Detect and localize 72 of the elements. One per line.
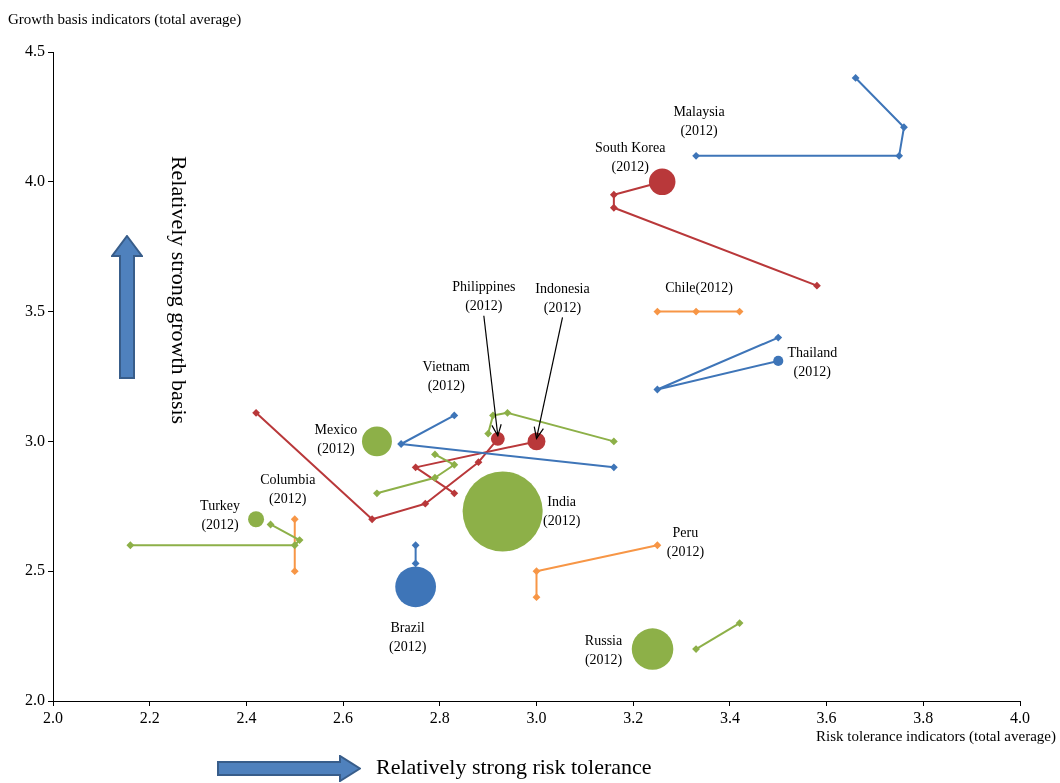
text: Relatively strong risk tolerance bbox=[376, 753, 652, 779]
y-axis-title: Growth basis indicators (total average) bbox=[8, 10, 242, 28]
point bbox=[484, 430, 492, 438]
point bbox=[813, 282, 821, 290]
annotation: Russia (2012) bbox=[584, 632, 623, 668]
annotation: Mexico (2012) bbox=[314, 422, 358, 458]
point bbox=[421, 500, 429, 508]
point bbox=[503, 409, 511, 417]
annotation: Peru (2012) bbox=[666, 524, 705, 560]
annotation: Brazil (2012) bbox=[388, 620, 427, 656]
point bbox=[126, 541, 134, 549]
point bbox=[610, 204, 618, 212]
y-tick-label: 2.5 bbox=[25, 561, 45, 579]
y-tick-label: 4.0 bbox=[25, 172, 45, 189]
point bbox=[431, 474, 439, 482]
x-tick-label: 4.0 bbox=[1010, 708, 1030, 726]
point bbox=[610, 437, 618, 445]
annotation: India (2012) bbox=[542, 494, 581, 530]
annotation: Turkey (2012) bbox=[200, 497, 241, 533]
point bbox=[653, 308, 661, 316]
x-tick-label: 3.0 bbox=[526, 708, 547, 726]
annotation: South Korea (2012) bbox=[595, 140, 667, 176]
annotation: Indonesia (2012) bbox=[535, 281, 591, 317]
point bbox=[774, 334, 782, 342]
x-tick-label: 3.6 bbox=[816, 708, 837, 726]
point bbox=[489, 411, 497, 419]
point bbox=[431, 450, 439, 458]
point bbox=[450, 489, 458, 497]
point bbox=[296, 536, 304, 544]
x-axis-title: Risk tolerance indicators (total average) bbox=[816, 727, 1056, 745]
annotation: Vietnam (2012) bbox=[422, 359, 471, 395]
point bbox=[373, 489, 381, 497]
point bbox=[692, 645, 700, 653]
y-tick-label: 3.5 bbox=[25, 301, 45, 319]
x-tick-label: 2.4 bbox=[236, 708, 257, 726]
annotation: Chile(2012) bbox=[665, 280, 734, 297]
point bbox=[267, 520, 275, 528]
x-tick-label: 2.6 bbox=[333, 708, 354, 726]
point bbox=[368, 515, 376, 523]
point bbox=[900, 123, 908, 131]
point bbox=[397, 440, 405, 448]
annotation: Thailand (2012) bbox=[787, 344, 838, 380]
x-tick-label: 3.2 bbox=[623, 708, 644, 726]
y-tick-label: 2.0 bbox=[25, 691, 45, 709]
point bbox=[736, 308, 744, 316]
point bbox=[533, 593, 540, 601]
x-tick-label: 3.8 bbox=[913, 708, 934, 726]
point bbox=[474, 458, 482, 466]
point bbox=[291, 567, 299, 575]
point bbox=[533, 567, 540, 575]
x-tick-label: 2.8 bbox=[429, 708, 450, 726]
x-tick-label: 2.2 bbox=[139, 708, 160, 726]
point bbox=[412, 463, 420, 471]
annotation: Columbia (2012) bbox=[260, 471, 317, 507]
x-tick-label: 2.0 bbox=[43, 708, 63, 726]
point bbox=[736, 619, 744, 627]
point bbox=[412, 559, 420, 567]
annotation: Malaysia (2012) bbox=[673, 103, 726, 139]
point bbox=[412, 541, 420, 549]
point bbox=[450, 461, 458, 469]
point bbox=[895, 152, 903, 160]
annotation: Philippines (2012) bbox=[452, 279, 516, 315]
point bbox=[852, 74, 860, 82]
point bbox=[610, 463, 618, 471]
x-tick-label: 3.4 bbox=[719, 708, 740, 726]
point bbox=[291, 541, 299, 549]
point bbox=[653, 385, 661, 393]
annotation: Relatively strong growth basis bbox=[167, 155, 193, 425]
y-tick-label: 4.5 bbox=[25, 42, 45, 60]
point bbox=[252, 409, 260, 417]
point bbox=[610, 191, 618, 199]
y-tick-label: 3.0 bbox=[25, 431, 45, 449]
